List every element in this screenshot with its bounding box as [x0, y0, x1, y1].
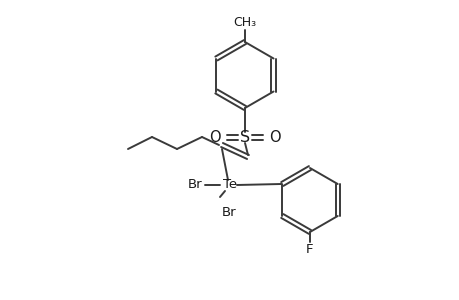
Text: Br: Br	[222, 206, 236, 220]
Text: Te: Te	[223, 178, 236, 191]
Text: CH₃: CH₃	[233, 16, 256, 28]
Text: O: O	[209, 130, 220, 145]
Text: S: S	[240, 130, 250, 145]
Text: Br: Br	[188, 178, 202, 191]
Text: O: O	[269, 130, 280, 145]
Text: F: F	[306, 244, 313, 256]
